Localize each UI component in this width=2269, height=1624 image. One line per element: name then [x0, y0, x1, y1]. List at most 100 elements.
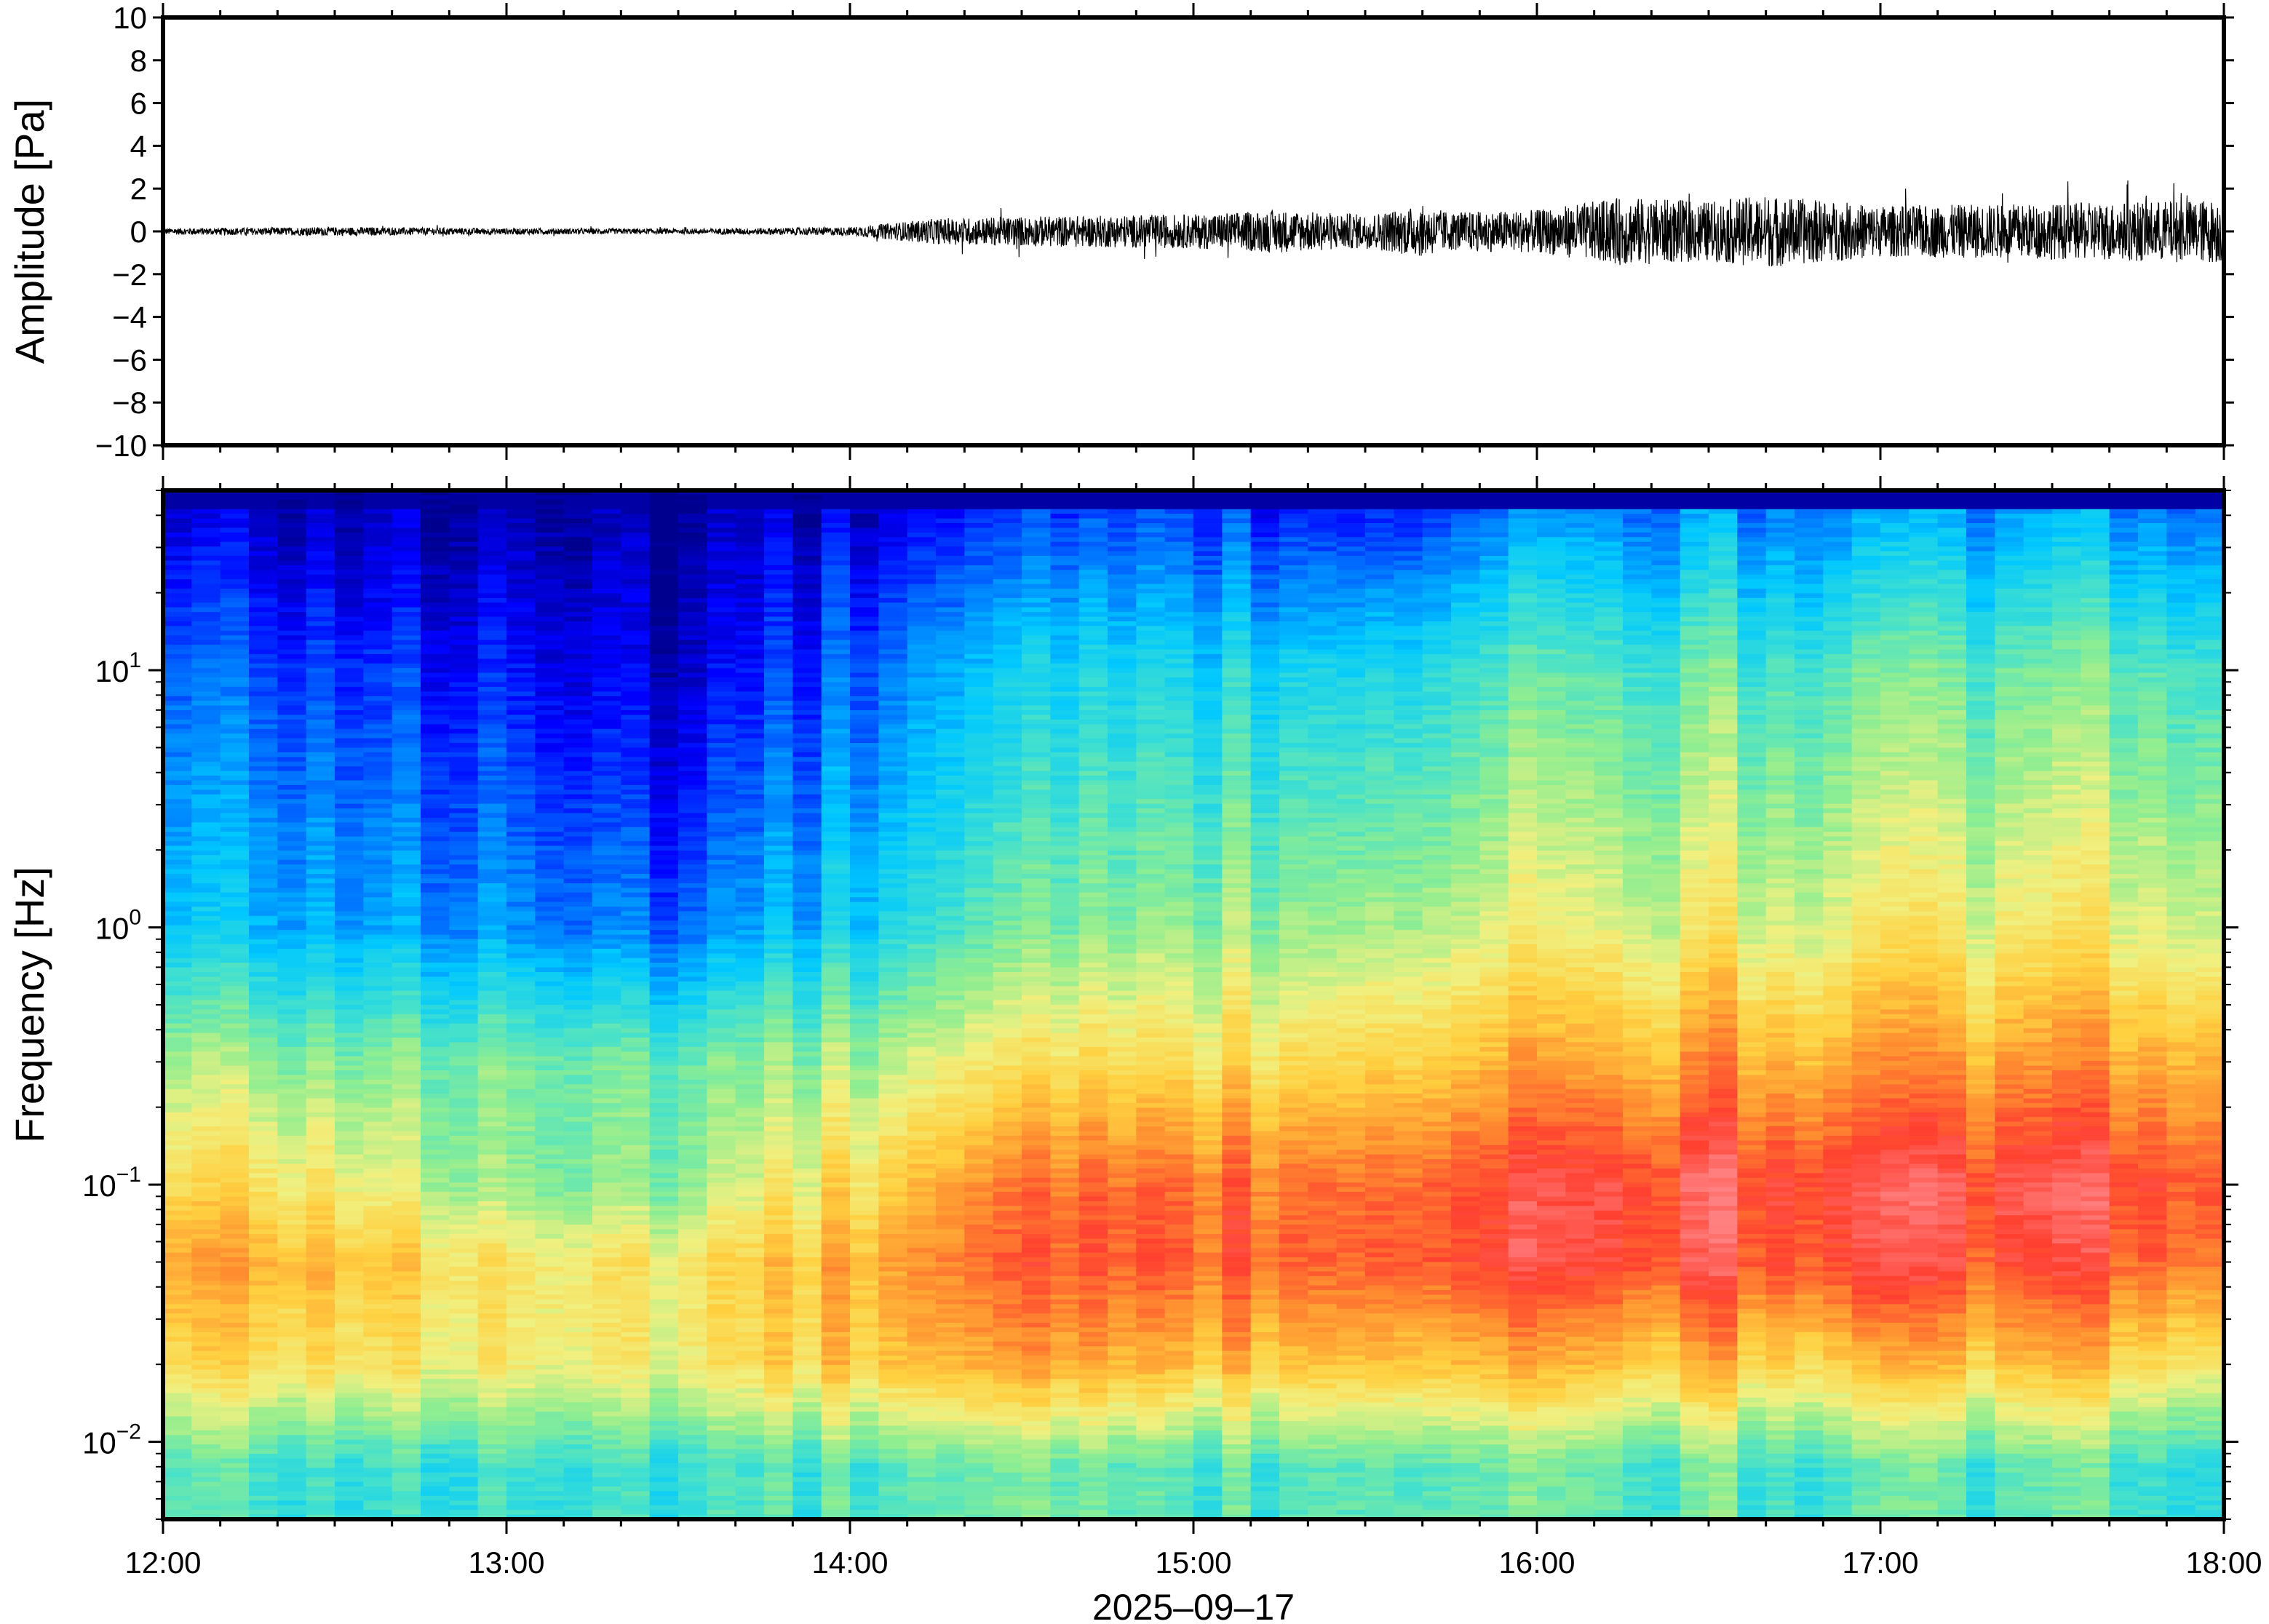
spectrogram-cell [563, 1061, 593, 1067]
spectrogram-cell [220, 1196, 250, 1202]
spectrogram-cell [764, 1121, 793, 1127]
spectrogram-cell [306, 743, 335, 749]
spectrogram-cell [335, 1225, 364, 1230]
spectrogram-cell [249, 1323, 278, 1329]
spectrogram-cell [707, 1019, 736, 1024]
spectrogram-cell [649, 1201, 679, 1206]
spectrogram-cell [449, 710, 479, 716]
spectrogram-cell [191, 1421, 221, 1427]
spectrogram-cell [335, 1229, 364, 1235]
spectrogram-cell [563, 701, 593, 706]
spectrogram-cell [220, 1070, 250, 1076]
spectrogram-cell [421, 1210, 450, 1216]
spectrogram-cell [735, 864, 765, 870]
spectrogram-cell [220, 920, 250, 926]
spectrogram-cell [764, 915, 793, 921]
spectrogram-cell [421, 1051, 450, 1057]
spectrogram-cell [477, 1421, 507, 1427]
spectrogram-cell [707, 1486, 736, 1492]
spectrogram-cell [249, 1032, 278, 1038]
spectrogram-cell [735, 672, 765, 678]
spectrogram-cell [592, 541, 621, 547]
spectrogram-cell [335, 597, 364, 603]
spectrogram-cell [335, 1032, 364, 1038]
spectrogram-cell [506, 939, 536, 945]
spectrogram-cell [163, 663, 192, 669]
spectrogram-cell [563, 859, 593, 865]
spectrogram-cell [592, 827, 621, 832]
spectrogram-cell [449, 1032, 479, 1038]
spectrogram-cell [764, 677, 793, 683]
spectrogram-cell [363, 1238, 393, 1244]
spectrogram-cell [363, 715, 393, 720]
spectrogram-cell [220, 1290, 250, 1296]
spectrogram-cell [707, 780, 736, 786]
spectrogram-cell [506, 509, 536, 514]
spectrogram-cell [707, 1131, 736, 1137]
spectrogram-cell [592, 1439, 621, 1445]
spectrogram-cell [191, 827, 221, 832]
spectrogram-cell [191, 672, 221, 678]
spectrogram-cell [363, 907, 393, 912]
spectrogram-cell [735, 1341, 765, 1347]
spectrogram-cell [449, 1369, 479, 1375]
spectrogram-cell [163, 743, 192, 749]
spectrogram-cell [707, 803, 736, 809]
spectrogram-cell [592, 948, 621, 954]
spectrogram-cell [477, 612, 507, 618]
spectrogram-cell [306, 1177, 335, 1183]
spectrogram-cell [249, 710, 278, 716]
spectrogram-cell [363, 958, 393, 963]
spectrogram-cell [449, 1346, 479, 1352]
spectrogram-cell [363, 771, 393, 776]
spectrogram-cell [707, 1388, 736, 1394]
spectrogram-cell [220, 509, 250, 514]
spectrogram-cell [163, 1262, 192, 1267]
spectrogram-cell [277, 626, 307, 632]
spectrogram-cell [191, 1182, 221, 1188]
spectrogram-cell [707, 696, 736, 701]
spectrogram-cell [735, 1117, 765, 1123]
spectrogram-cell [764, 1299, 793, 1305]
spectrogram-cell [163, 855, 192, 861]
spectrogram-cell [707, 1075, 736, 1080]
spectrogram-cell [535, 784, 565, 790]
spectrogram-cell [363, 733, 393, 739]
spectrogram-cell [592, 841, 621, 847]
spectrogram-cell [506, 1192, 536, 1198]
spectrogram-cell [563, 1056, 593, 1062]
spectrogram-cell [277, 948, 307, 954]
spectrogram-cell [249, 1406, 278, 1412]
spectrogram-cell [477, 1281, 507, 1286]
spectrogram-cell [563, 953, 593, 959]
spectrogram-cell [649, 789, 679, 795]
spectrogram-cell [249, 878, 278, 884]
spectrogram-cell [621, 1505, 651, 1510]
spectrogram-cell [306, 1290, 335, 1296]
spectrogram-cell [764, 1238, 793, 1244]
spectrogram-cell [449, 1159, 479, 1165]
spectrogram-cell [477, 892, 507, 898]
spectrogram-cell [506, 743, 536, 749]
spectrogram-cell [421, 1028, 450, 1034]
spectrogram-cell [649, 649, 679, 655]
spectrogram-cell [621, 1332, 651, 1337]
spectrogram-cell [621, 841, 651, 847]
spectrogram-cell [535, 1275, 565, 1281]
spectrogram-cell [363, 1346, 393, 1352]
spectrogram-cell [535, 733, 565, 739]
spectrogram-cell [363, 490, 393, 496]
spectrogram-cell [649, 1337, 679, 1342]
spectrogram-cell [735, 574, 765, 580]
spectrogram-cell [163, 1168, 192, 1174]
spectrogram-cell [306, 1477, 335, 1483]
spectrogram-cell [764, 630, 793, 636]
spectrogram-cell [191, 1000, 221, 1006]
spectrogram-cell [249, 1163, 278, 1169]
spectrogram-cell [506, 1215, 536, 1221]
spectrogram-cell [592, 1514, 621, 1519]
spectrogram-cell [335, 934, 364, 940]
spectrogram-cell [449, 766, 479, 772]
spectrogram-cell [792, 574, 822, 580]
spectrogram-cell [220, 976, 250, 982]
